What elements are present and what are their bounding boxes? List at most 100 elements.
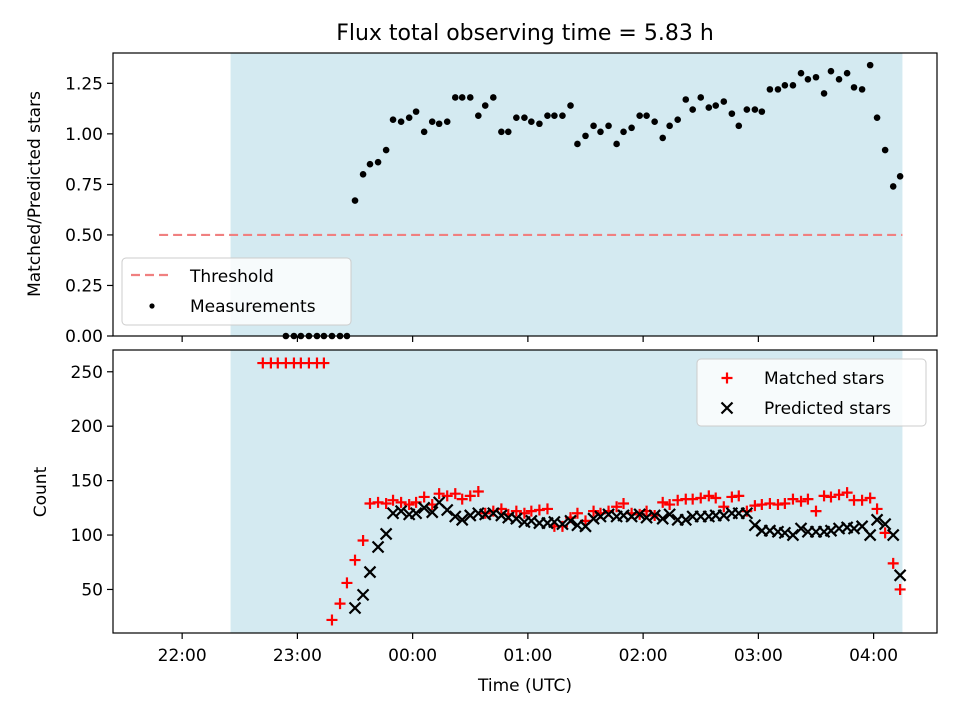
- measurement-point: [405, 114, 413, 121]
- measurement-point: [789, 82, 797, 89]
- predicted-star-point: [417, 501, 431, 515]
- measurement-point: [498, 128, 505, 136]
- predicted-star-point: [348, 601, 362, 615]
- measurement-point: [889, 183, 897, 190]
- y-tick-label: 0.00: [65, 327, 103, 347]
- matched-star-point: [318, 357, 330, 369]
- matched-star-point: [795, 495, 807, 507]
- predicted-star-point: [409, 506, 423, 520]
- measurement-point: [735, 122, 743, 130]
- measurement-point: [590, 122, 597, 130]
- legend-threshold-label: Threshold: [189, 267, 274, 287]
- matched-star-point: [510, 505, 522, 517]
- predicted-star-point: [564, 514, 577, 528]
- measurement-point: [451, 94, 459, 101]
- matched-star-point: [887, 557, 899, 569]
- predicted-star-point: [356, 588, 370, 602]
- measurement-point: [351, 197, 359, 204]
- measurement-point: [758, 108, 766, 115]
- measurement-point: [613, 140, 620, 148]
- measurement-point: [597, 128, 604, 136]
- predicted-star-point: [448, 510, 462, 523]
- y-tick-label: 1.25: [65, 74, 103, 94]
- matched-star-point: [395, 496, 407, 508]
- x-tick-label: 01:00: [503, 646, 552, 666]
- legend-predicted-swatch: [720, 401, 734, 415]
- matched-star-point: [841, 487, 853, 499]
- predicted-star-point: [648, 509, 661, 522]
- x-tick-label: 22:00: [158, 646, 207, 666]
- predicted-star-point: [587, 512, 600, 525]
- predicted-star-point: [740, 506, 754, 520]
- predicted-star-point: [886, 528, 900, 542]
- predicted-star-point: [363, 565, 377, 579]
- measurement-point: [544, 112, 551, 119]
- predicted-star-point: [656, 512, 669, 525]
- measurement-point: [359, 170, 367, 178]
- ratio-panel: 0.00 0.25 0.50 0.75 1.00 1.25 Threshold Measure…: [65, 52, 938, 347]
- legend-box: [121, 257, 352, 326]
- measurement-point: [382, 146, 390, 154]
- measurement-point: [628, 124, 635, 132]
- matched-star-point: [718, 501, 730, 513]
- y-tick-label: 250: [71, 363, 103, 383]
- measurement-point: [605, 122, 612, 130]
- y-tick-label: 50: [81, 580, 103, 600]
- legend-bottom: Matched stars Predicted stars: [696, 358, 927, 427]
- legend-measurements-swatch: [149, 303, 155, 309]
- measurement-point: [521, 114, 528, 121]
- matched-star-point: [810, 505, 822, 517]
- measurement-point: [866, 61, 874, 69]
- matched-star-point: [349, 554, 361, 566]
- measurement-point: [659, 134, 667, 142]
- predicted-star-point: [510, 512, 523, 525]
- measurement-point: [896, 173, 904, 180]
- predicted-star-point: [863, 528, 877, 542]
- measurement-point: [689, 106, 696, 113]
- measurement-point: [420, 128, 428, 136]
- count-panel: 50 100 150 200 250 22:00 23:00 00:00 01:00 02:00 0…: [71, 349, 938, 666]
- measurement-point: [567, 102, 574, 109]
- measurement-point: [643, 112, 650, 119]
- predicted-star-point: [663, 508, 676, 521]
- legend-matched-swatch: [721, 372, 733, 384]
- matched-star-point: [879, 527, 891, 539]
- x-tick-label: 02:00: [619, 646, 668, 666]
- plot-frame: [112, 349, 938, 634]
- legend-measurements-label: Measurements: [190, 297, 316, 317]
- measurement-point: [850, 84, 858, 91]
- matched-star-point: [695, 492, 707, 504]
- predicted-star-point: [893, 569, 907, 582]
- measurement-point: [435, 120, 443, 128]
- y-axis-title-top: Matched/Predicted stars: [25, 91, 45, 297]
- measurement-point: [458, 94, 466, 101]
- x-tick-label: 04:00: [849, 646, 898, 666]
- matched-star-point: [334, 598, 346, 610]
- predicted-star-point: [794, 522, 808, 535]
- predicted-star-point: [878, 517, 892, 531]
- predicted-star-point: [679, 513, 693, 527]
- matched-star-point: [541, 503, 553, 515]
- x-tick-label: 00:00: [388, 646, 437, 666]
- measurement-point: [582, 132, 589, 140]
- measurement-point: [481, 102, 489, 109]
- measurement-point: [843, 69, 851, 77]
- legend-predicted-label: Predicted stars: [764, 399, 891, 419]
- matched-star-point: [710, 492, 722, 504]
- matched-star-point: [326, 614, 338, 626]
- measurement-point: [428, 118, 436, 126]
- measurement-point: [528, 118, 535, 126]
- matched-star-point: [456, 493, 468, 505]
- y-tick-label: 1.00: [65, 125, 103, 145]
- y-tick-label: 0.25: [65, 276, 103, 296]
- measurement-point: [412, 108, 420, 115]
- matched-star-point: [433, 488, 445, 500]
- measurement-point: [728, 110, 736, 117]
- measurement-point: [812, 73, 820, 81]
- matched-star-point: [802, 493, 814, 505]
- x-tick-label: 23:00: [273, 646, 322, 666]
- chart-title: Flux total observing time = 5.83 h: [336, 21, 714, 46]
- measurement-point: [804, 75, 812, 83]
- predicted-star-point: [394, 504, 408, 518]
